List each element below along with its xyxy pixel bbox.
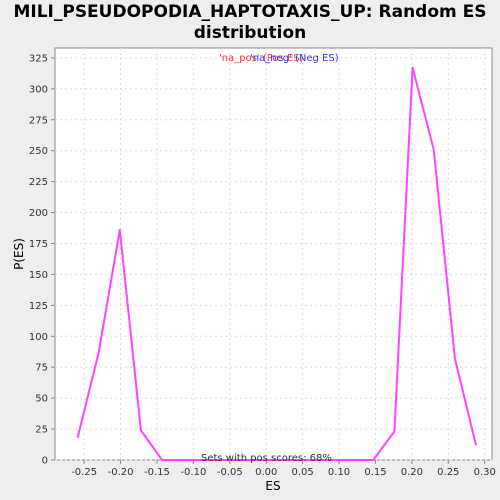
x-tick-label: -0.10 (180, 467, 206, 478)
x-tick-label: 0.10 (328, 467, 350, 478)
x-tick-label: 0.05 (292, 467, 314, 478)
x-axis-title: ES (265, 479, 280, 493)
y-tick-label: 250 (29, 146, 48, 157)
y-tick-label: 200 (29, 208, 48, 219)
y-tick-label: 125 (29, 301, 48, 312)
y-tick-label: 0 (42, 456, 48, 467)
y-axis: 0 25 50 75 100 125 150 175 200 225 250 275 300 325 (29, 53, 55, 467)
y-tick-label: 300 (29, 84, 48, 95)
chart-title-line1: MILI_PSEUDOPODIA_HAPTOTAXIS_UP: Random E… (13, 2, 487, 22)
grid (55, 48, 492, 461)
pos-scores-annotation: Sets with pos scores: 68% (201, 453, 332, 464)
series-line (76, 66, 477, 461)
y-tick-label: 100 (29, 332, 48, 343)
y-tick-label: 275 (29, 115, 48, 126)
y-tick-label: 225 (29, 177, 48, 188)
x-tick-label: 0.25 (437, 467, 459, 478)
x-tick-label: 0.30 (474, 467, 496, 478)
plot-area (54, 47, 493, 461)
y-tick-label: 25 (35, 425, 48, 436)
y-tick-label: 150 (29, 270, 48, 281)
y-tick-label: 325 (29, 53, 48, 64)
y-tick-label: 50 (35, 394, 48, 405)
x-tick-label: 0.15 (364, 467, 386, 478)
y-tick-label: 175 (29, 239, 48, 250)
y-axis-title: P(ES) (12, 238, 26, 270)
x-axis: -0.25 -0.20 -0.15 -0.10 -0.05 0.00 0.05 0.10 0.1… (71, 460, 496, 478)
y-tick-label: 75 (35, 363, 48, 374)
x-tick-label: -0.25 (71, 467, 97, 478)
legend-neg-label: 'na_neg' (Neg ES) (250, 53, 339, 64)
x-tick-label: -0.15 (144, 467, 170, 478)
series-layer (76, 66, 477, 461)
chart-title-line2: distribution (193, 23, 307, 43)
x-tick-label: -0.20 (108, 467, 134, 478)
legend-pos-label: 'na_pos' (Pos ES) (219, 53, 304, 64)
chart-title: MILI_PSEUDOPODIA_HAPTOTAXIS_UP: Random E… (0, 2, 500, 44)
x-tick-label: 0.20 (401, 467, 423, 478)
x-tick-label: -0.05 (217, 467, 243, 478)
x-tick-label: 0.00 (255, 467, 277, 478)
